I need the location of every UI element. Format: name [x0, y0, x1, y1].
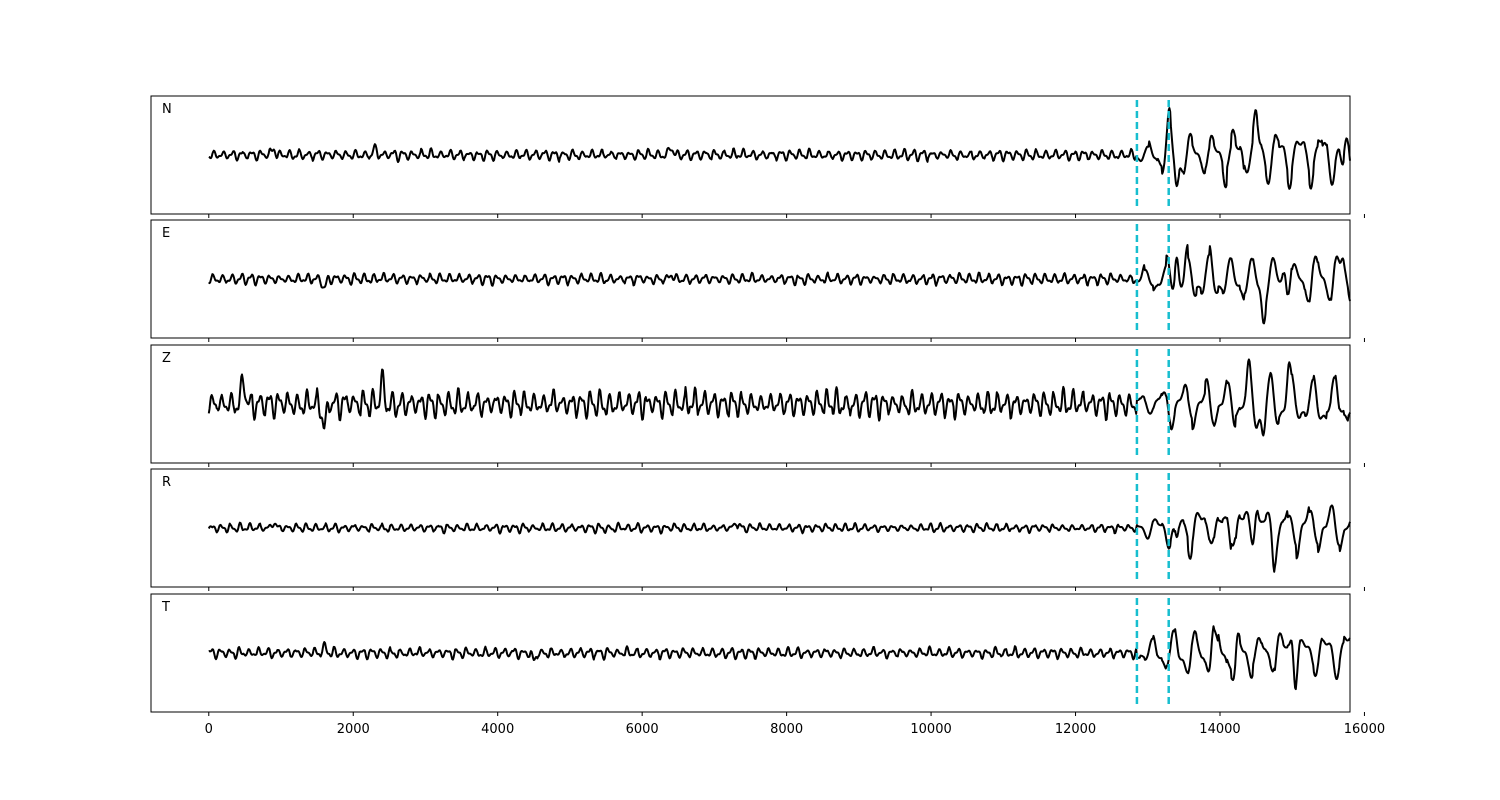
panel-r: R	[150, 468, 1365, 591]
x-tick-label-7: 14000	[1199, 722, 1240, 737]
panel-frame-t	[150, 593, 1351, 713]
x-tick-label-4: 8000	[770, 722, 803, 737]
trace-n	[208, 107, 1351, 190]
panel-t: T	[150, 593, 1365, 716]
trace-r	[207, 504, 1351, 573]
trace-z	[207, 358, 1351, 437]
x-tick-label-2: 4000	[481, 722, 514, 737]
panel-label-z: Z	[162, 351, 171, 366]
panel-label-t: T	[161, 600, 170, 615]
x-tick-label-0: 0	[205, 722, 213, 737]
x-tick-label-5: 10000	[910, 722, 951, 737]
x-tick-label-8: 16000	[1344, 722, 1385, 737]
panel-frame-r	[150, 468, 1351, 588]
x-tick-label-3: 6000	[626, 722, 659, 737]
x-tick-label-6: 12000	[1055, 722, 1096, 737]
trace-e	[208, 244, 1351, 325]
panel-label-r: R	[162, 475, 171, 490]
panel-frame-e	[150, 219, 1351, 339]
panels-group: N E Z R T	[150, 95, 1365, 716]
panel-e: E	[150, 219, 1365, 342]
panel-label-n: N	[162, 102, 172, 117]
panel-frame-z	[150, 344, 1351, 464]
panel-frame-n	[150, 95, 1351, 215]
trace-t	[208, 625, 1351, 691]
x-tick-label-1: 2000	[337, 722, 370, 737]
x-axis: 0 2000 4000 6000 8000 10000 12000 14000 16000	[205, 722, 1385, 737]
panel-label-e: E	[162, 226, 170, 241]
panel-z: Z	[150, 344, 1365, 467]
panel-n: N	[150, 95, 1365, 218]
